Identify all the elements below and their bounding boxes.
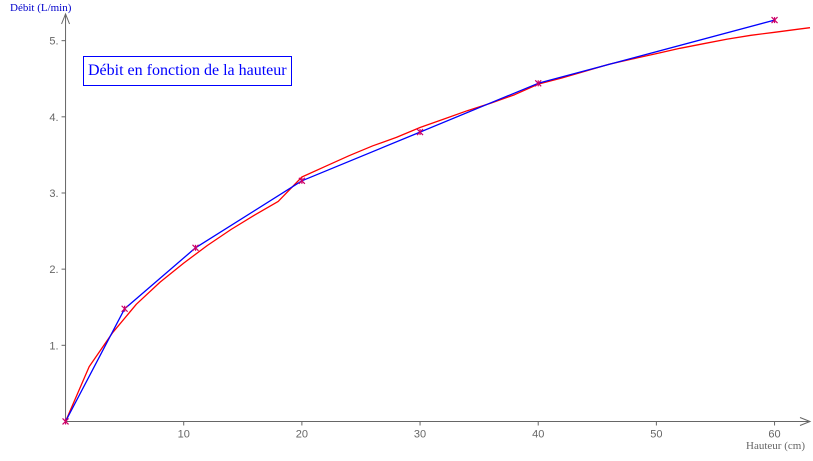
- y-tick-label: 1.: [49, 340, 58, 352]
- data-point-marker: [534, 79, 542, 87]
- y-tick-label: 4.: [49, 112, 58, 124]
- x-tick-label: 20: [296, 428, 308, 440]
- chart-title: Débit en fonction de la hauteur: [83, 56, 292, 86]
- x-tick-label: 30: [414, 428, 426, 440]
- x-tick-label: 10: [178, 428, 190, 440]
- y-axis-label: Débit (L/min): [10, 2, 72, 14]
- x-tick-label: 40: [532, 428, 544, 440]
- data-point-marker: [121, 305, 129, 313]
- data-point-marker: [192, 244, 199, 252]
- y-axis-arrow: [61, 12, 71, 25]
- x-axis-arrow: [799, 417, 812, 426]
- y-tick-label: 5.: [49, 36, 58, 48]
- data-point-marker: [298, 177, 306, 185]
- axis-ticks: 10 20 30 40 50 60 1. 2. 3. 4. 5.: [49, 36, 780, 441]
- axes: [61, 12, 812, 426]
- data-point-marker: [771, 16, 778, 24]
- x-tick-label: 60: [768, 428, 780, 440]
- fitted-curve-line: [64, 27, 811, 422]
- x-tick-label: 50: [650, 428, 662, 440]
- y-tick-label: 3.: [49, 188, 58, 200]
- data-point-marker: [62, 418, 69, 425]
- y-tick-label: 2.: [49, 264, 58, 276]
- x-axis-label: Hauteur (cm): [746, 440, 805, 452]
- data-point-marker: [416, 128, 424, 136]
- series-layer: [62, 16, 811, 425]
